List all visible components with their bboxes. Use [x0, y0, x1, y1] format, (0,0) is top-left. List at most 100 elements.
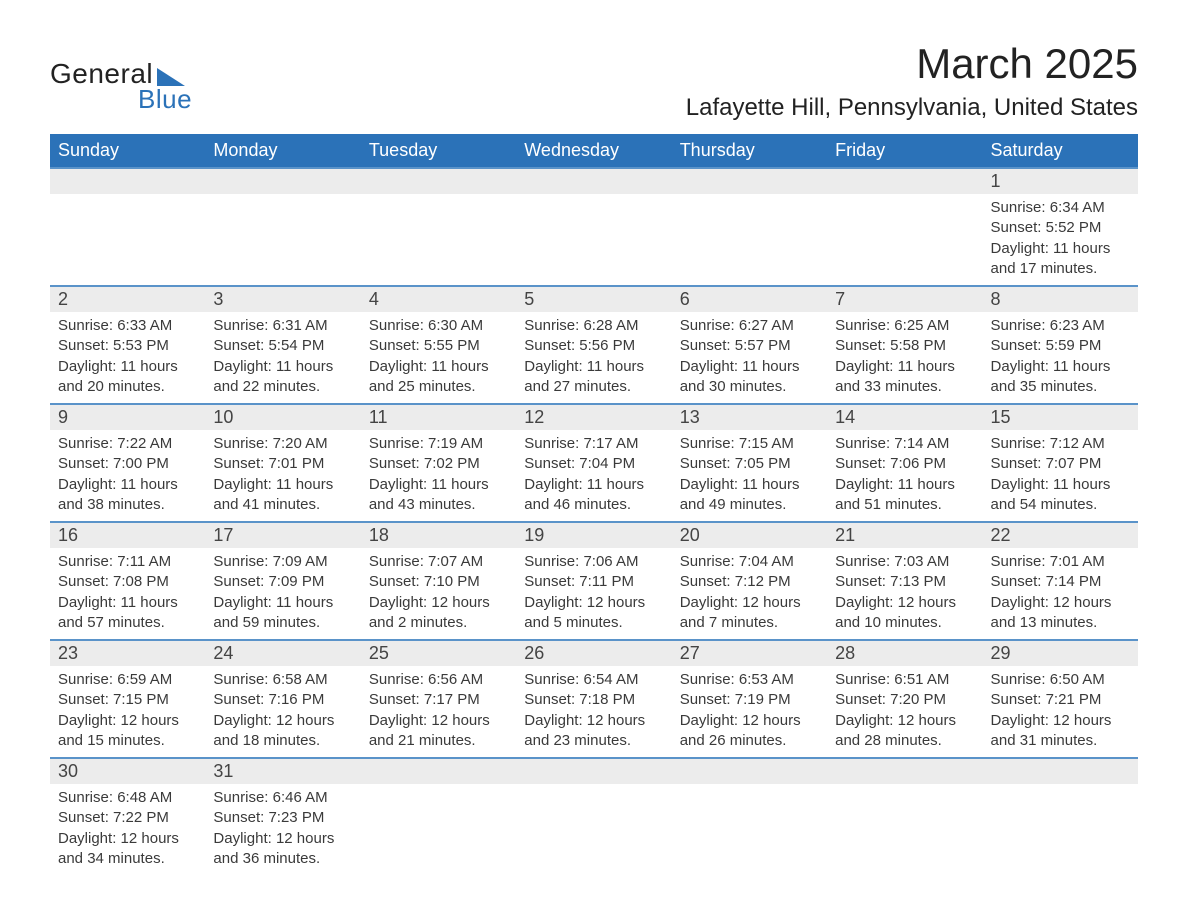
day-number [672, 759, 827, 784]
calendar-week-row: 1Sunrise: 6:34 AMSunset: 5:52 PMDaylight… [50, 168, 1138, 286]
day-number: 26 [516, 641, 671, 666]
calendar-cell: 17Sunrise: 7:09 AMSunset: 7:09 PMDayligh… [205, 522, 360, 640]
calendar-cell: 21Sunrise: 7:03 AMSunset: 7:13 PMDayligh… [827, 522, 982, 640]
day-day1: Daylight: 11 hours [835, 475, 974, 495]
day-sunrise: Sunrise: 7:01 AM [991, 552, 1130, 572]
day-number: 4 [361, 287, 516, 312]
day-sunset: Sunset: 5:52 PM [991, 218, 1130, 238]
day-day2: and 54 minutes. [991, 495, 1130, 515]
calendar-cell: 11Sunrise: 7:19 AMSunset: 7:02 PMDayligh… [361, 404, 516, 522]
day-number: 16 [50, 523, 205, 548]
calendar-cell: 12Sunrise: 7:17 AMSunset: 7:04 PMDayligh… [516, 404, 671, 522]
day-number: 2 [50, 287, 205, 312]
day-day1: Daylight: 11 hours [213, 475, 352, 495]
day-day2: and 51 minutes. [835, 495, 974, 515]
day-day1: Daylight: 12 hours [369, 593, 508, 613]
day-details: Sunrise: 7:12 AMSunset: 7:07 PMDaylight:… [983, 430, 1138, 521]
title-block: March 2025 Lafayette Hill, Pennsylvania,… [686, 40, 1138, 122]
day-details: Sunrise: 6:25 AMSunset: 5:58 PMDaylight:… [827, 312, 982, 403]
day-details: Sunrise: 7:15 AMSunset: 7:05 PMDaylight:… [672, 430, 827, 521]
day-details: Sunrise: 6:28 AMSunset: 5:56 PMDaylight:… [516, 312, 671, 403]
calendar-cell: 10Sunrise: 7:20 AMSunset: 7:01 PMDayligh… [205, 404, 360, 522]
day-day2: and 57 minutes. [58, 613, 197, 633]
day-sunrise: Sunrise: 7:06 AM [524, 552, 663, 572]
day-sunrise: Sunrise: 7:12 AM [991, 434, 1130, 454]
day-day2: and 13 minutes. [991, 613, 1130, 633]
day-number [827, 759, 982, 784]
day-sunset: Sunset: 5:56 PM [524, 336, 663, 356]
day-details: Sunrise: 7:04 AMSunset: 7:12 PMDaylight:… [672, 548, 827, 639]
day-number [672, 169, 827, 194]
day-sunset: Sunset: 7:06 PM [835, 454, 974, 474]
calendar-cell [983, 758, 1138, 875]
day-number: 7 [827, 287, 982, 312]
day-sunset: Sunset: 7:16 PM [213, 690, 352, 710]
day-day1: Daylight: 11 hours [58, 475, 197, 495]
day-details [361, 194, 516, 264]
day-number: 19 [516, 523, 671, 548]
month-title: March 2025 [686, 40, 1138, 88]
day-sunrise: Sunrise: 7:04 AM [680, 552, 819, 572]
day-sunrise: Sunrise: 7:03 AM [835, 552, 974, 572]
day-details: Sunrise: 6:50 AMSunset: 7:21 PMDaylight:… [983, 666, 1138, 757]
day-sunrise: Sunrise: 6:25 AM [835, 316, 974, 336]
day-number: 21 [827, 523, 982, 548]
weekday-header: Thursday [672, 134, 827, 168]
day-number: 27 [672, 641, 827, 666]
day-sunrise: Sunrise: 6:59 AM [58, 670, 197, 690]
day-sunset: Sunset: 7:12 PM [680, 572, 819, 592]
day-number [50, 169, 205, 194]
day-sunset: Sunset: 5:54 PM [213, 336, 352, 356]
day-sunrise: Sunrise: 6:27 AM [680, 316, 819, 336]
day-day2: and 26 minutes. [680, 731, 819, 751]
day-sunrise: Sunrise: 6:33 AM [58, 316, 197, 336]
day-day1: Daylight: 12 hours [991, 711, 1130, 731]
day-number [827, 169, 982, 194]
weekday-header: Monday [205, 134, 360, 168]
logo: General Blue [50, 58, 192, 115]
day-details [361, 784, 516, 854]
day-day1: Daylight: 11 hours [369, 475, 508, 495]
weekday-header: Wednesday [516, 134, 671, 168]
day-day2: and 23 minutes. [524, 731, 663, 751]
day-day1: Daylight: 11 hours [835, 357, 974, 377]
calendar-cell [361, 168, 516, 286]
calendar-cell: 3Sunrise: 6:31 AMSunset: 5:54 PMDaylight… [205, 286, 360, 404]
day-day2: and 41 minutes. [213, 495, 352, 515]
day-sunset: Sunset: 7:23 PM [213, 808, 352, 828]
day-number: 3 [205, 287, 360, 312]
day-number: 14 [827, 405, 982, 430]
calendar-cell: 7Sunrise: 6:25 AMSunset: 5:58 PMDaylight… [827, 286, 982, 404]
weekday-header: Sunday [50, 134, 205, 168]
calendar-cell: 20Sunrise: 7:04 AMSunset: 7:12 PMDayligh… [672, 522, 827, 640]
day-sunrise: Sunrise: 7:07 AM [369, 552, 508, 572]
day-day1: Daylight: 12 hours [835, 593, 974, 613]
day-details: Sunrise: 6:46 AMSunset: 7:23 PMDaylight:… [205, 784, 360, 875]
calendar-cell: 14Sunrise: 7:14 AMSunset: 7:06 PMDayligh… [827, 404, 982, 522]
weekday-header: Saturday [983, 134, 1138, 168]
calendar-cell: 23Sunrise: 6:59 AMSunset: 7:15 PMDayligh… [50, 640, 205, 758]
day-details: Sunrise: 7:06 AMSunset: 7:11 PMDaylight:… [516, 548, 671, 639]
day-day2: and 35 minutes. [991, 377, 1130, 397]
day-day1: Daylight: 12 hours [524, 711, 663, 731]
day-day2: and 15 minutes. [58, 731, 197, 751]
calendar-cell [50, 168, 205, 286]
calendar-cell: 24Sunrise: 6:58 AMSunset: 7:16 PMDayligh… [205, 640, 360, 758]
day-day2: and 18 minutes. [213, 731, 352, 751]
day-details: Sunrise: 6:27 AMSunset: 5:57 PMDaylight:… [672, 312, 827, 403]
day-details [827, 784, 982, 854]
calendar-cell: 2Sunrise: 6:33 AMSunset: 5:53 PMDaylight… [50, 286, 205, 404]
day-details: Sunrise: 7:17 AMSunset: 7:04 PMDaylight:… [516, 430, 671, 521]
day-number: 12 [516, 405, 671, 430]
day-details: Sunrise: 7:22 AMSunset: 7:00 PMDaylight:… [50, 430, 205, 521]
calendar-cell: 22Sunrise: 7:01 AMSunset: 7:14 PMDayligh… [983, 522, 1138, 640]
day-number: 23 [50, 641, 205, 666]
day-number [205, 169, 360, 194]
day-sunrise: Sunrise: 6:50 AM [991, 670, 1130, 690]
day-number: 22 [983, 523, 1138, 548]
day-sunrise: Sunrise: 7:20 AM [213, 434, 352, 454]
day-sunset: Sunset: 7:00 PM [58, 454, 197, 474]
day-sunset: Sunset: 7:01 PM [213, 454, 352, 474]
day-sunset: Sunset: 7:02 PM [369, 454, 508, 474]
day-sunset: Sunset: 7:19 PM [680, 690, 819, 710]
